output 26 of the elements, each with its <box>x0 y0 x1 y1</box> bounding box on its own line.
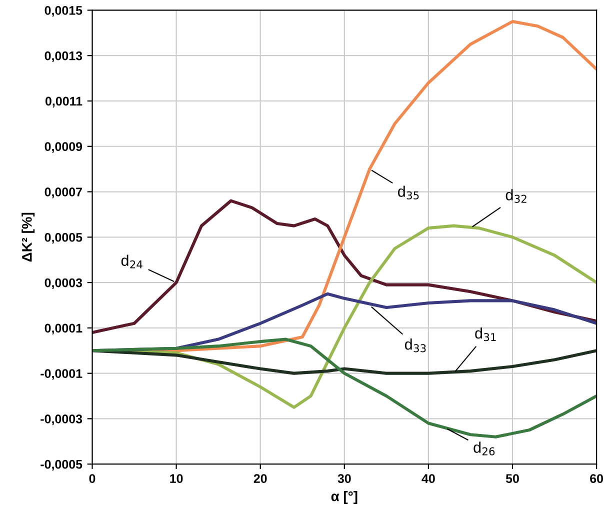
y-tick-label: 0,0009 <box>44 142 82 153</box>
annotation: d$_{32}$ <box>506 189 526 203</box>
x-tick-label: 10 <box>170 474 183 484</box>
y-tick-label: 0,0005 <box>44 232 82 244</box>
y-tick-label: -0,0001 <box>40 369 82 380</box>
y-tick-label: 0,0003 <box>44 278 82 290</box>
annotation: d$_{24}$ <box>121 254 142 268</box>
y-tick-label: 0,0007 <box>44 188 82 198</box>
y-tick-label: 0,0001 <box>44 324 82 334</box>
annotation: d$_{31}$ <box>475 327 496 342</box>
y-tick-label: 0,0011 <box>45 96 82 108</box>
annotation: d$_{26}$ <box>474 442 495 456</box>
x-axis-title: α [°] <box>331 491 358 504</box>
y-axis-title: ΔK² [%] <box>22 212 35 262</box>
x-tick-label: 20 <box>254 474 267 484</box>
y-tick-label: 0,0015 <box>44 6 82 17</box>
annotation: d$_{33}$ <box>404 338 426 352</box>
x-tick-label: 0 <box>89 474 96 484</box>
x-tick-label: 30 <box>338 474 351 484</box>
annotation: d$_{35}$ <box>398 186 419 200</box>
y-tick-label: -0,0005 <box>40 460 82 471</box>
x-tick-label: 60 <box>590 474 603 484</box>
x-tick-label: 40 <box>422 474 435 484</box>
x-tick-label: 50 <box>506 474 519 484</box>
y-tick-label: -0,0003 <box>40 414 82 426</box>
y-tick-label: 0,0013 <box>44 51 82 62</box>
